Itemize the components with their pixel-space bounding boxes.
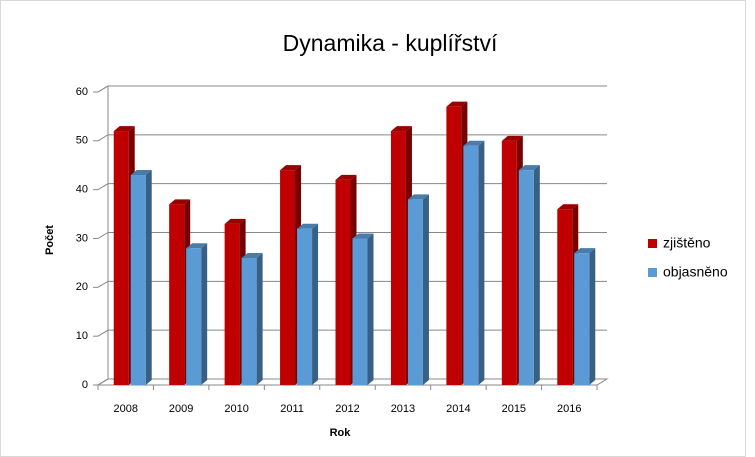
- bar-top: [130, 170, 152, 176]
- x-axis-label: Rok: [330, 427, 352, 439]
- bar: [297, 223, 319, 385]
- bar-front: [130, 175, 146, 385]
- y-tick-label: 0: [82, 379, 88, 391]
- bar-front: [407, 199, 423, 385]
- bar-front: [186, 248, 202, 385]
- bar-front: [335, 179, 351, 385]
- bar: [352, 233, 374, 385]
- bar-top: [186, 243, 208, 249]
- grid-line: [97, 183, 607, 191]
- grid-line: [97, 232, 607, 239]
- legend-label: zjištěno: [663, 235, 711, 251]
- x-tick-label: 2014: [446, 403, 470, 415]
- legend-swatch: [648, 268, 657, 277]
- bar-side: [422, 194, 429, 385]
- bar-top: [463, 140, 485, 146]
- chart-title: Dynamika - kuplířství: [283, 30, 498, 56]
- bar-front: [518, 170, 534, 385]
- x-tick-label: 2015: [502, 403, 526, 415]
- bar-top: [297, 223, 319, 229]
- y-tick-label: 20: [76, 281, 88, 293]
- legend-swatch: [648, 239, 657, 248]
- bar-side: [589, 248, 596, 385]
- bar-side: [201, 243, 208, 385]
- bar-side: [256, 253, 263, 385]
- y-tick-label: 60: [76, 86, 88, 98]
- x-tick-label: 2012: [335, 403, 359, 415]
- bar: [574, 248, 596, 385]
- legend-label: objasněno: [663, 264, 728, 280]
- bar-front: [557, 209, 573, 385]
- grid-line: [97, 280, 607, 288]
- bar: [186, 243, 208, 385]
- bar-front: [390, 131, 406, 385]
- bar-front: [574, 253, 590, 385]
- bar: [130, 170, 152, 385]
- x-tick-label: 2009: [169, 403, 193, 415]
- bar: [241, 253, 263, 385]
- bar-front: [169, 204, 185, 385]
- bar: [463, 140, 485, 385]
- bar-side: [478, 140, 485, 385]
- bar-top: [113, 126, 135, 132]
- grid-line: [97, 85, 607, 93]
- bar-top: [574, 248, 596, 254]
- bar-side: [145, 170, 152, 385]
- grid-line: [97, 378, 607, 386]
- y-tick-label: 30: [76, 232, 88, 244]
- bar-front: [446, 106, 462, 386]
- y-tick-label: 10: [76, 330, 88, 342]
- bar-top: [241, 253, 263, 259]
- x-tick-label: 2010: [224, 403, 248, 415]
- bar: [518, 165, 540, 385]
- bar-top: [224, 218, 246, 224]
- x-tick-label: 2008: [113, 403, 137, 415]
- bar-top: [169, 199, 191, 205]
- bar-front: [241, 258, 257, 385]
- bar-front: [297, 228, 313, 385]
- x-tick-label: 2013: [391, 403, 415, 415]
- bar-side: [312, 223, 319, 385]
- grid-line: [97, 134, 607, 142]
- bar-top: [390, 126, 412, 132]
- x-tick-label: 2011: [280, 403, 304, 415]
- bar-top: [280, 165, 302, 171]
- bar-top: [407, 194, 429, 200]
- bar-front: [352, 238, 368, 385]
- grid-line: [97, 329, 607, 337]
- y-tick-label: 40: [76, 184, 88, 196]
- bar-top: [557, 204, 579, 210]
- bar-front: [113, 131, 129, 385]
- bar-front: [224, 223, 240, 385]
- bar-top: [518, 165, 540, 171]
- bar-top: [446, 101, 468, 107]
- y-axis-label: Počet: [44, 225, 56, 255]
- bar-top: [335, 174, 357, 180]
- bar-top: [352, 233, 374, 239]
- bar-front: [463, 145, 479, 385]
- bar-front: [501, 140, 517, 385]
- bar-top: [501, 135, 523, 141]
- x-tick-label: 2016: [557, 403, 581, 415]
- bar-side: [367, 233, 374, 385]
- bar-front: [280, 170, 296, 385]
- bar: [407, 194, 429, 385]
- y-tick-label: 50: [76, 135, 88, 147]
- bar-side: [533, 165, 540, 385]
